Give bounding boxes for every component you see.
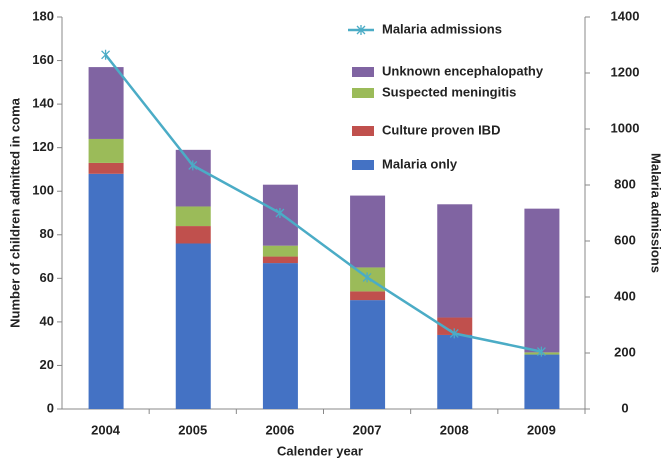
y-tick-label: 180 [32, 8, 54, 23]
bar-segment [88, 173, 124, 409]
legend-swatch [352, 160, 374, 170]
bar-segment [350, 195, 386, 268]
line-marker [275, 208, 285, 218]
legend-swatch [352, 126, 374, 136]
y2-axis-label: Malaria admissions [649, 153, 664, 273]
bar-segment [437, 334, 473, 409]
line-marker [449, 328, 459, 339]
bar-segment [88, 67, 124, 139]
bar-segment [175, 243, 211, 409]
y2-tick-label: 1200 [611, 64, 640, 79]
bar-segment [437, 317, 473, 335]
bar-segment [350, 291, 386, 301]
legend-label: Culture proven IBD [382, 122, 500, 137]
legend-label: Suspected meningitis [382, 84, 516, 99]
y2-tick-label: 800 [614, 176, 636, 191]
x-tick-label: 2006 [265, 422, 294, 437]
y-tick-label: 80 [40, 226, 54, 241]
legend-label: Malaria only [382, 156, 458, 171]
legend-marker [356, 25, 366, 35]
x-tick-label: 2008 [440, 422, 469, 437]
y2-tick-label: 400 [614, 288, 636, 303]
legend-label: Malaria admissions [382, 21, 502, 36]
bar-segment [175, 149, 211, 207]
y2-tick-label: 200 [614, 344, 636, 359]
line-series [104, 54, 542, 353]
bar-segment [175, 226, 211, 244]
y-tick-label: 0 [47, 400, 54, 415]
bar-segment [437, 204, 473, 318]
x-tick-label: 2004 [91, 422, 121, 437]
bar-segment [262, 263, 298, 409]
y-tick-label: 140 [32, 96, 54, 111]
bar-segment [262, 256, 298, 264]
y-tick-label: 20 [40, 357, 54, 372]
line-marker [101, 49, 111, 60]
line-marker [362, 272, 372, 283]
y-tick-label: 60 [40, 270, 54, 285]
legend-swatch [352, 88, 374, 98]
bar-segment [524, 354, 560, 409]
legend-swatch [352, 67, 374, 77]
y-tick-label: 120 [32, 139, 54, 154]
y-tick-label: 100 [32, 183, 54, 198]
x-tick-label: 2005 [178, 422, 207, 437]
x-axis-label: Calender year [277, 443, 363, 458]
line-marker [188, 160, 198, 171]
y-tick-label: 40 [40, 313, 54, 328]
y-tick-label: 160 [32, 52, 54, 67]
bar-segment [524, 208, 560, 353]
legend-label: Unknown encephalopathy [382, 63, 544, 78]
y2-tick-label: 1400 [611, 8, 640, 23]
bar-segment [350, 300, 386, 409]
y2-tick-label: 600 [614, 232, 636, 247]
x-tick-label: 2009 [527, 422, 556, 437]
bar-segment [88, 162, 124, 174]
bar-segment [175, 206, 211, 227]
bar-segment [88, 138, 124, 163]
x-tick-label: 2007 [353, 422, 382, 437]
y-axis-label: Number of children admitted in coma [7, 97, 22, 327]
y2-tick-label: 0 [621, 400, 628, 415]
line-marker [536, 346, 546, 357]
y2-tick-label: 1000 [611, 120, 640, 135]
bar-segment [262, 245, 298, 257]
